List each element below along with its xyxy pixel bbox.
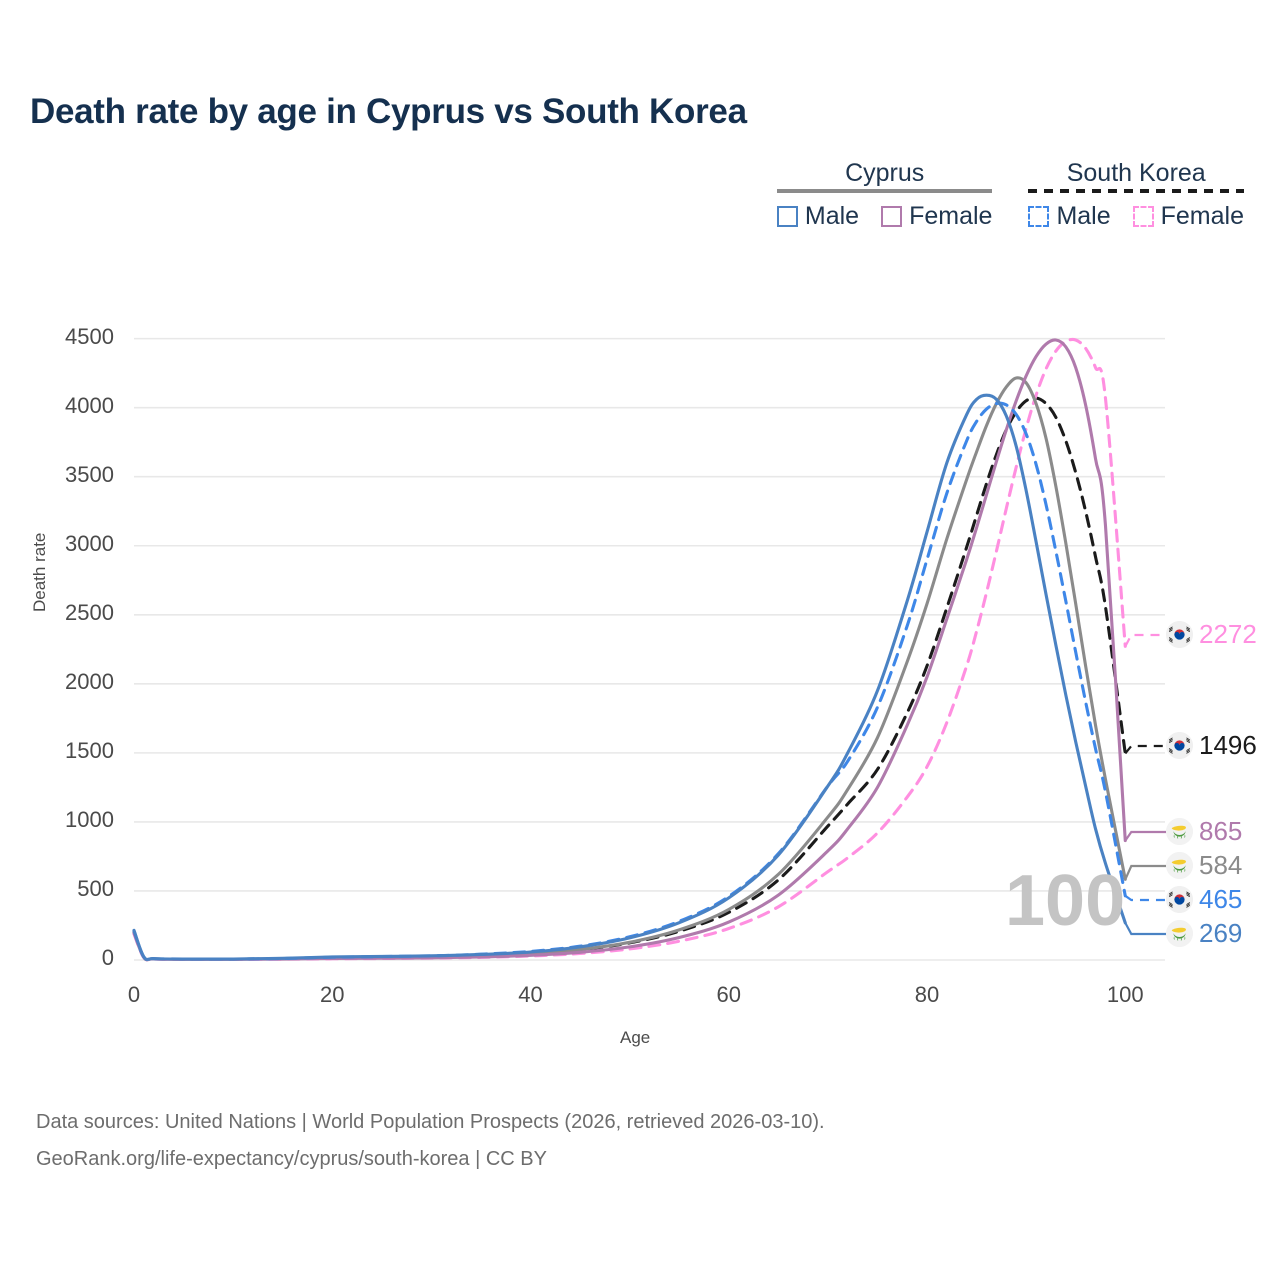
legend-item-label: Female (1160, 202, 1244, 231)
x-tick-label: 20 (320, 982, 345, 1007)
y-tick-label: 1500 (65, 737, 114, 763)
watermark-100: 100 (1005, 861, 1126, 941)
cyprus-flag-icon (1166, 920, 1193, 947)
legend-swatch-icon (776, 206, 798, 228)
cyprus-flag-icon (1166, 818, 1193, 845)
end-label-465: 465 (1166, 884, 1242, 915)
legend-swatch-icon (881, 206, 903, 228)
south-korea-flag-icon (1166, 886, 1193, 913)
end-label-269: 269 (1166, 918, 1242, 949)
x-axis-title: Age (620, 1028, 651, 1047)
y-tick-label: 0 (101, 945, 114, 970)
end-label-value: 584 (1199, 850, 1243, 880)
legend-swatch-icon (1028, 206, 1050, 228)
south-korea-flag-icon (1166, 621, 1193, 648)
end-label-2272: 2272 (1166, 619, 1257, 650)
y-tick-label: 3000 (65, 530, 114, 556)
x-tick-label: 40 (518, 982, 543, 1007)
legend-group-title: Cyprus (845, 159, 925, 187)
end-label-584: 584 (1166, 850, 1242, 881)
legend-group-cyprus: Cyprus Male Female (776, 159, 993, 231)
footer-line-sources: Data sources: United Nations | World Pop… (36, 1111, 825, 1133)
end-label-1496: 1496 (1166, 730, 1257, 761)
legend-item-south-korea-male[interactable]: Male (1028, 202, 1111, 231)
legend-swatch-icon (1132, 206, 1154, 228)
page-title: Death rate by age in Cyprus vs South Kor… (30, 92, 747, 131)
south-korea-flag-icon (1166, 732, 1193, 759)
y-tick-label: 3500 (65, 461, 114, 487)
footer-line-url: GeoRank.org/life-expectancy/cyprus/south… (36, 1148, 547, 1170)
legend-item-label: Male (804, 202, 860, 231)
end-label-865: 865 (1166, 816, 1242, 847)
y-tick-label: 4500 (65, 323, 114, 349)
legend-items: Male Female (776, 202, 992, 231)
legend-item-south-korea-female[interactable]: Female (1132, 202, 1244, 231)
end-label-value: 2272 (1199, 619, 1257, 649)
footer-attribution: Data sources: United Nations | World Pop… (36, 1104, 825, 1178)
legend-group-south-korea: South Korea Male Female (1028, 160, 1244, 231)
x-tick-label: 0 (127, 982, 141, 1007)
end-label-value: 865 (1199, 816, 1243, 846)
y-tick-label: 2500 (65, 599, 114, 625)
cyprus-flag-icon (1166, 852, 1193, 879)
legend-item-label: Male (1056, 202, 1111, 231)
x-tick-label: 100 (1106, 982, 1144, 1007)
legend-group-title: South Korea (1066, 159, 1206, 187)
y-tick-label: 1000 (65, 806, 114, 832)
y-tick-label: 2000 (65, 668, 114, 694)
legend-group-rule (1028, 189, 1244, 194)
end-label-value: 465 (1199, 884, 1243, 914)
x-tick-label: 60 (716, 982, 741, 1007)
chart-legend: Cyprus Male Female South Korea Male Female (776, 159, 1244, 231)
legend-items: Male Female (1028, 202, 1244, 231)
legend-group-rule (776, 189, 993, 194)
legend-item-label: Female (909, 202, 993, 231)
legend-item-cyprus-male[interactable]: Male (776, 202, 860, 231)
legend-item-cyprus-female[interactable]: Female (881, 202, 992, 231)
x-tick-label: 80 (914, 982, 940, 1007)
y-tick-label: 4000 (65, 392, 114, 418)
y-tick-label: 500 (77, 875, 114, 901)
end-label-value: 1496 (1199, 730, 1257, 760)
end-label-value: 269 (1199, 918, 1243, 948)
